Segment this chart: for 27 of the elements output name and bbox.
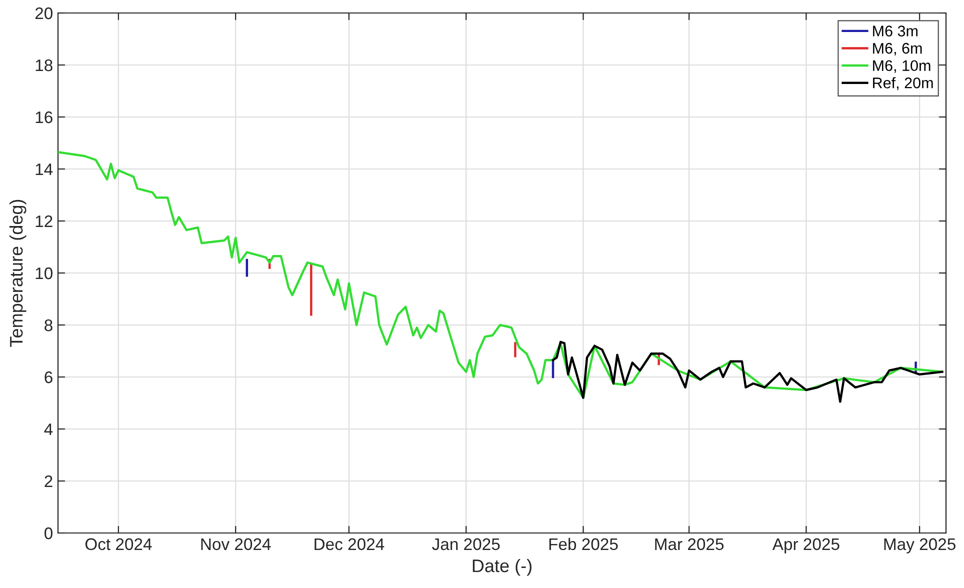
y-tick-label: 2 [44,475,52,488]
x-tick-label: Oct 2024 [85,538,152,550]
x-tick-label: May 2025 [884,538,956,554]
legend-label: M6 3m [873,26,918,36]
y-tick-label: 16 [36,111,52,124]
y-tick-label: 18 [36,59,52,72]
x-tick-label: Nov 2024 [201,538,271,550]
x-tick-label: Feb 2025 [549,538,618,550]
legend-label: Ref, 20m [873,77,933,90]
y-tick-label: 12 [36,215,52,228]
y-tick-label: 4 [44,424,53,436]
y-tick-label: 14 [36,164,53,176]
x-tick-label: Mar 2025 [655,538,724,550]
y-tick-label: 10 [36,267,52,280]
line-series [58,150,944,399]
x-tick-label: Dec 2024 [314,538,384,550]
y-tick-label: 0 [44,527,52,540]
line-series [552,340,944,403]
y-axis-title: Temperature (deg) [9,200,26,347]
y-tick-label: 20 [35,7,52,20]
y-tick-label: 6 [44,371,52,384]
y-tick-label: 8 [44,319,52,332]
x-tick-label: Apr 2025 [772,538,840,554]
x-axis-title: Date (-) [472,558,532,576]
legend-label: M6, 6m [873,42,922,56]
x-tick-label: Jan 2025 [432,538,500,550]
legend-label: M6, 10m [873,60,930,73]
